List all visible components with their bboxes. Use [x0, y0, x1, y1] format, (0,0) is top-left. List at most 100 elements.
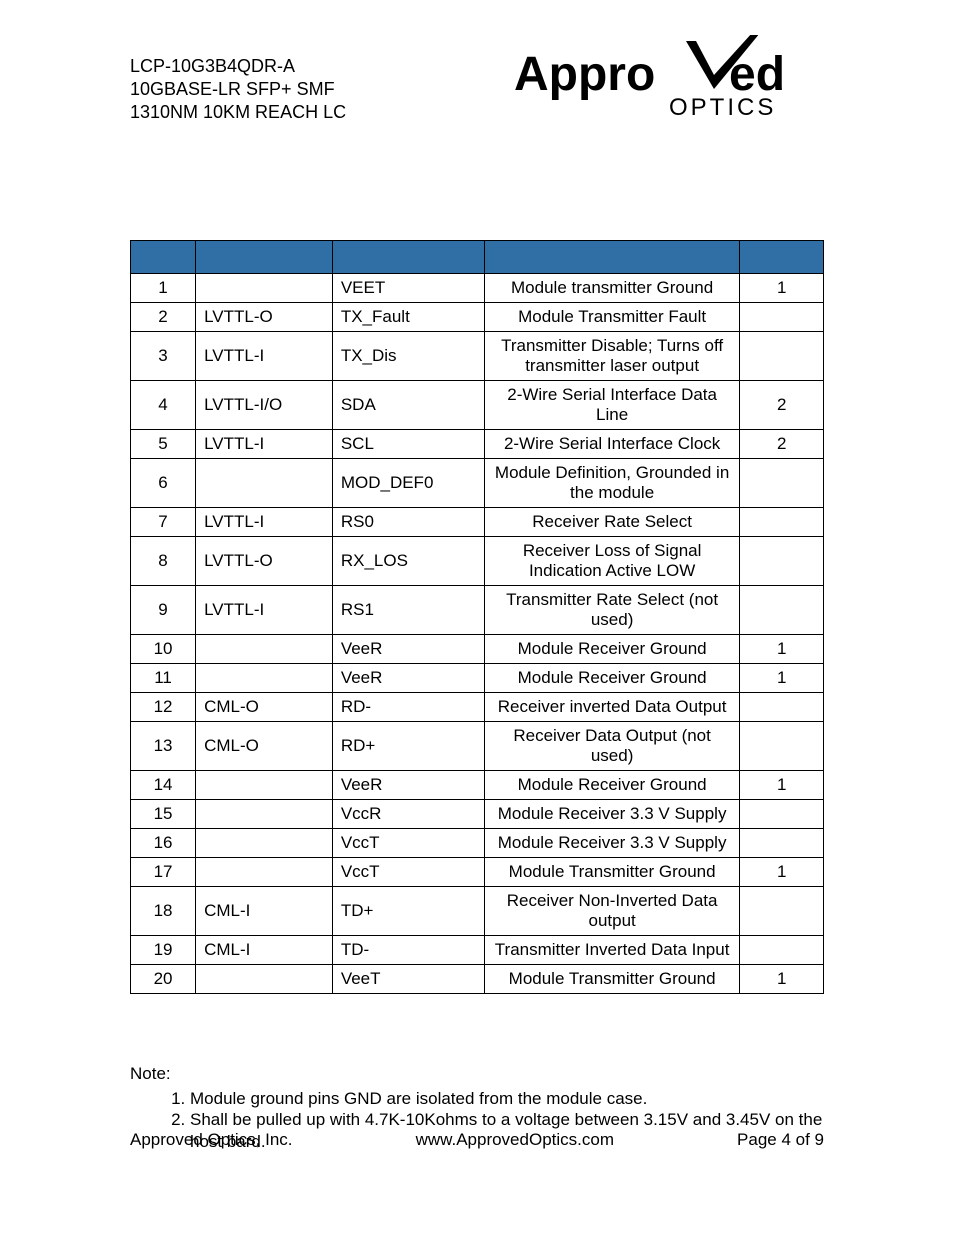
- cell-logic: CML-O: [196, 722, 333, 771]
- cell-logic: [196, 635, 333, 664]
- cell-note: [740, 693, 824, 722]
- cell-pin: 19: [131, 936, 196, 965]
- cell-note: [740, 303, 824, 332]
- cell-note: 1: [740, 274, 824, 303]
- cell-pin: 2: [131, 303, 196, 332]
- cell-logic: LVTTL-I: [196, 586, 333, 635]
- cell-symbol: VccR: [332, 800, 484, 829]
- cell-pin: 9: [131, 586, 196, 635]
- table-row: 11VeeRModule Receiver Ground1: [131, 664, 824, 693]
- cell-desc: Module Receiver 3.3 V Supply: [484, 829, 740, 858]
- table-row: 14 VeeRModule Receiver Ground1: [131, 771, 824, 800]
- svg-text:Appro: Appro: [514, 48, 655, 101]
- footer-company: Approved Optics, Inc.: [130, 1130, 293, 1150]
- footer-page: Page 4 of 9: [737, 1130, 824, 1150]
- cell-desc: Receiver Non-Inverted Data output: [484, 887, 740, 936]
- table-row: 3LVTTL-ITX_DisTransmitter Disable; Turns…: [131, 332, 824, 381]
- cell-note: [740, 537, 824, 586]
- cell-note: 2: [740, 430, 824, 459]
- table-row: 2LVTTL-OTX_FaultModule Transmitter Fault: [131, 303, 824, 332]
- cell-pin: 5: [131, 430, 196, 459]
- cell-desc: Transmitter Inverted Data Input: [484, 936, 740, 965]
- cell-symbol: TD-: [332, 936, 484, 965]
- cell-desc: Module Transmitter Fault: [484, 303, 740, 332]
- cell-logic: LVTTL-I: [196, 332, 333, 381]
- cell-logic: LVTTL-O: [196, 537, 333, 586]
- cell-desc: Receiver inverted Data Output: [484, 693, 740, 722]
- cell-note: [740, 508, 824, 537]
- cell-pin: 8: [131, 537, 196, 586]
- notes-title: Note:: [130, 1064, 824, 1084]
- table-row: 19CML-ITD-Transmitter Inverted Data Inpu…: [131, 936, 824, 965]
- cell-logic: [196, 274, 333, 303]
- cell-desc: Receiver Rate Select: [484, 508, 740, 537]
- cell-desc: Receiver Data Output (not used): [484, 722, 740, 771]
- table-row: 6MOD_DEF0Module Definition, Grounded in …: [131, 459, 824, 508]
- cell-pin: 16: [131, 829, 196, 858]
- cell-logic: [196, 858, 333, 887]
- cell-pin: 10: [131, 635, 196, 664]
- product-id-block: LCP-10G3B4QDR-A 10GBASE-LR SFP+ SMF 1310…: [130, 55, 346, 124]
- cell-symbol: VEET: [332, 274, 484, 303]
- cell-symbol: RD-: [332, 693, 484, 722]
- cell-symbol: VeeR: [332, 771, 484, 800]
- cell-desc: Module Receiver Ground: [484, 664, 740, 693]
- footer-url: www.ApprovedOptics.com: [416, 1130, 614, 1150]
- cell-desc: Module Transmitter Ground: [484, 965, 740, 994]
- cell-logic: [196, 664, 333, 693]
- cell-desc: Module transmitter Ground: [484, 274, 740, 303]
- table-row: 17VccTModule Transmitter Ground1: [131, 858, 824, 887]
- cell-note: 1: [740, 635, 824, 664]
- cell-symbol: TX_Fault: [332, 303, 484, 332]
- cell-symbol: VeeR: [332, 635, 484, 664]
- cell-note: 1: [740, 771, 824, 800]
- cell-pin: 17: [131, 858, 196, 887]
- cell-logic: [196, 459, 333, 508]
- cell-note: [740, 936, 824, 965]
- cell-logic: CML-I: [196, 936, 333, 965]
- cell-symbol: SCL: [332, 430, 484, 459]
- cell-desc: Module Receiver Ground: [484, 635, 740, 664]
- cell-symbol: RS1: [332, 586, 484, 635]
- table-row: 12CML-ORD-Receiver inverted Data Output: [131, 693, 824, 722]
- table-row: 7LVTTL-IRS0Receiver Rate Select: [131, 508, 824, 537]
- table-row: 5LVTTL-ISCL2-Wire Serial Interface Clock…: [131, 430, 824, 459]
- cell-logic: LVTTL-O: [196, 303, 333, 332]
- cell-desc: Receiver Loss of Signal Indication Activ…: [484, 537, 740, 586]
- product-id-line2: 10GBASE-LR SFP+ SMF: [130, 78, 346, 101]
- page-header: LCP-10G3B4QDR-A 10GBASE-LR SFP+ SMF 1310…: [130, 55, 824, 125]
- table-row: 16VccTModule Receiver 3.3 V Supply: [131, 829, 824, 858]
- cell-note: [740, 722, 824, 771]
- table-row: 4LVTTL-I/OSDA2-Wire Serial Interface Dat…: [131, 381, 824, 430]
- table-row: 1VEETModule transmitter Ground1: [131, 274, 824, 303]
- cell-pin: 20: [131, 965, 196, 994]
- cell-symbol: SDA: [332, 381, 484, 430]
- cell-note: [740, 800, 824, 829]
- approved-optics-logo: Appro ed OPTICS: [514, 35, 824, 125]
- cell-symbol: RD+: [332, 722, 484, 771]
- cell-symbol: RX_LOS: [332, 537, 484, 586]
- table-row: 8LVTTL-ORX_LOSReceiver Loss of Signal In…: [131, 537, 824, 586]
- cell-pin: 15: [131, 800, 196, 829]
- cell-note: [740, 459, 824, 508]
- cell-symbol: VeeR: [332, 664, 484, 693]
- cell-desc: 2-Wire Serial Interface Data Line: [484, 381, 740, 430]
- table-row: 18CML-ITD+Receiver Non-Inverted Data out…: [131, 887, 824, 936]
- cell-logic: CML-O: [196, 693, 333, 722]
- cell-note: 1: [740, 858, 824, 887]
- cell-desc: Module Receiver 3.3 V Supply: [484, 800, 740, 829]
- cell-note: [740, 332, 824, 381]
- cell-logic: CML-I: [196, 887, 333, 936]
- svg-text:OPTICS: OPTICS: [669, 94, 776, 121]
- note-item: Module ground pins GND are isolated from…: [190, 1088, 824, 1109]
- pin-definition-table: 1VEETModule transmitter Ground12LVTTL-OT…: [130, 240, 824, 994]
- cell-desc: Transmitter Disable; Turns off transmitt…: [484, 332, 740, 381]
- table-row: 9LVTTL-IRS1Transmitter Rate Select (not …: [131, 586, 824, 635]
- cell-logic: [196, 965, 333, 994]
- table-row: 13CML-ORD+Receiver Data Output (not used…: [131, 722, 824, 771]
- cell-desc: Module Receiver Ground: [484, 771, 740, 800]
- page-footer: Approved Optics, Inc. www.ApprovedOptics…: [130, 1130, 824, 1150]
- cell-desc: Module Definition, Grounded in the modul…: [484, 459, 740, 508]
- cell-pin: 14: [131, 771, 196, 800]
- cell-note: [740, 829, 824, 858]
